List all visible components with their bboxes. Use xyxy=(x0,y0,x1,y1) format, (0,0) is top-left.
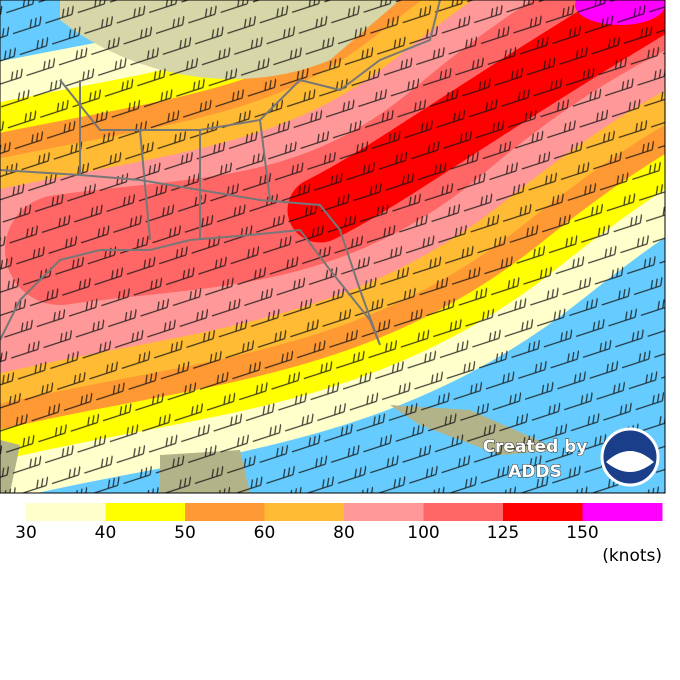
legend-swatch xyxy=(423,503,504,521)
legend-label: 50 xyxy=(174,523,196,543)
credit-line: Created by xyxy=(483,437,588,457)
legend-label: 80 xyxy=(333,523,355,543)
legend-swatch xyxy=(26,503,106,521)
noaa-logo-wave xyxy=(606,451,654,472)
credit-logo: Created by ADDS xyxy=(482,427,660,487)
legend-label: 60 xyxy=(254,523,276,543)
legend-label: 30 xyxy=(15,523,37,543)
credit-line: ADDS xyxy=(508,462,562,482)
legend-label: 125 xyxy=(487,523,519,543)
legend-swatch xyxy=(503,503,583,521)
borders xyxy=(0,0,441,346)
legend-unit: (knots) xyxy=(602,546,662,566)
map xyxy=(0,0,665,493)
legend-label: 100 xyxy=(407,523,439,543)
legend-label: 40 xyxy=(95,523,117,543)
legend-swatch xyxy=(105,503,186,521)
legend-label: 150 xyxy=(566,523,598,543)
legend-swatch xyxy=(264,503,345,521)
wind-barbs xyxy=(0,0,665,493)
map-frame xyxy=(0,0,666,494)
legend: 30 40 50 60 80 100 125 150 xyxy=(15,503,663,543)
legend-swatch xyxy=(344,503,424,521)
legend-swatch xyxy=(185,503,265,521)
legend-swatch xyxy=(582,503,663,521)
